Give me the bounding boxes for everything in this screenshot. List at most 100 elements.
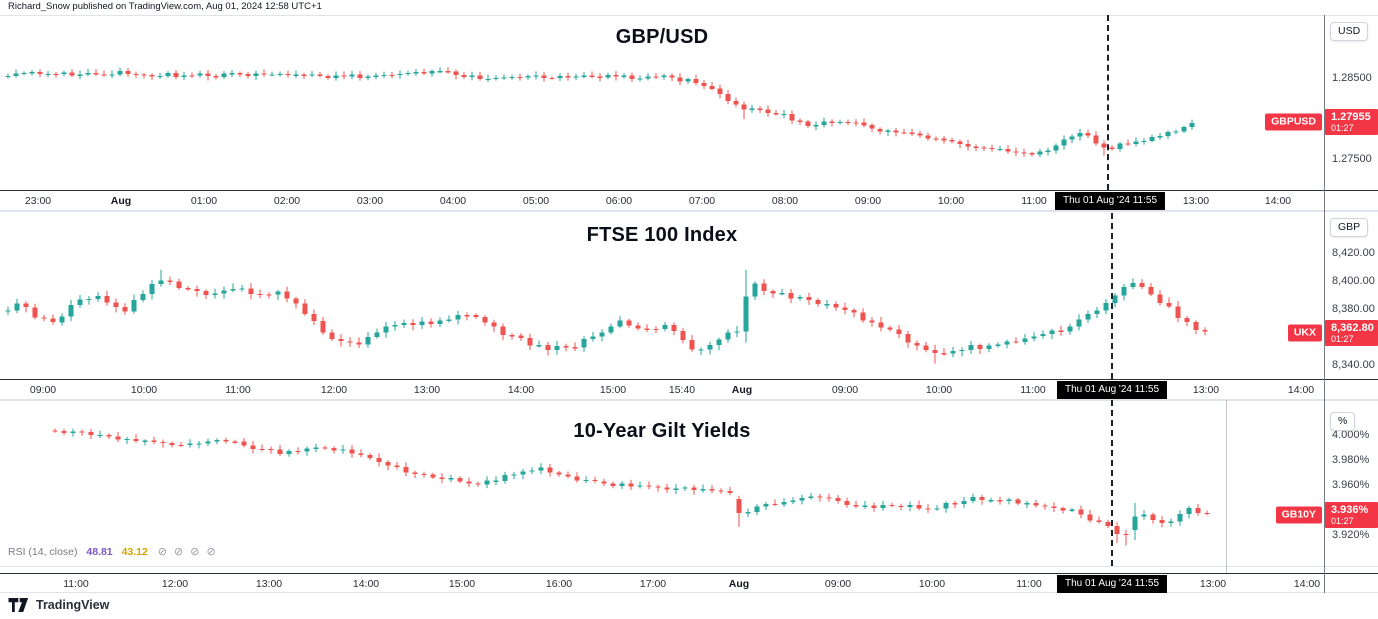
rsi-indicator-legend: RSI (14, close) 48.81 43.12 ⊘ ⊘ ⊘ ⊘ (8, 545, 216, 558)
time-tick-label: 16:00 (545, 578, 573, 590)
time-tick-label: 10:00 (918, 578, 946, 590)
hidden-plot-toggle-icon[interactable]: ⊘ (190, 546, 200, 558)
last-price-badge-ukx: 8,362.80 01:27 (1325, 320, 1378, 347)
time-tick-label: 09:00 (854, 195, 882, 207)
last-price: 8,362.80 (1331, 322, 1374, 335)
gilt-candlestick-chart[interactable] (0, 400, 1324, 566)
plot-edge-line (1226, 400, 1227, 593)
time-tick-label: 14:00 (1293, 578, 1321, 590)
crosshair-time-badge: Thu 01 Aug '24 11:55 (1054, 192, 1166, 210)
price-tick-label: 8,380.00 (1332, 303, 1375, 315)
time-tick-label: 09:00 (831, 384, 859, 396)
time-tick-label: 11:00 (225, 384, 251, 396)
price-tick-label: 1.28500 (1332, 72, 1372, 84)
time-tick-label: 09:00 (29, 384, 57, 396)
price-tick-label: 3.980% (1332, 454, 1370, 466)
time-tick-label: 13:00 (1182, 195, 1210, 207)
time-tick-label: 14:00 (507, 384, 535, 396)
chart-title-gbpusd: GBP/USD (615, 26, 709, 48)
time-tick-label: 14:00 (1287, 384, 1315, 396)
time-tick-label: Aug (731, 384, 753, 396)
time-tick-label: 13:00 (255, 578, 283, 590)
time-tick-label: 13:00 (413, 384, 441, 396)
price-tick-label: 3.960% (1332, 479, 1370, 491)
time-tick-label: 08:00 (771, 195, 799, 207)
rsi-label: RSI (14, close) (8, 546, 78, 558)
symbol-badge-gbpusd: GBPUSD (1265, 113, 1322, 131)
panel-divider (0, 15, 1378, 16)
rsi-ma-value: 43.12 (121, 546, 148, 558)
last-price: 3.936% (1331, 504, 1369, 516)
crosshair-time-badge: Thu 01 Aug '24 11:55 (1056, 381, 1168, 399)
hidden-plot-toggle-icon[interactable]: ⊘ (157, 546, 167, 558)
last-price: 1.27955 (1331, 111, 1371, 124)
hidden-plot-toggle-icon[interactable]: ⊘ (206, 546, 216, 558)
symbol-badge-gb10y: GB10Y (1275, 506, 1322, 524)
time-axis-ftse[interactable]: 09:00 10:00 11:00 12:00 13:00 14:00 15:00 15:40… (0, 379, 1378, 400)
time-tick-label: 05:00 (522, 195, 550, 207)
time-tick-label: 23:00 (24, 195, 52, 207)
crosshair-time-badge: Thu 01 Aug '24 11:55 (1056, 575, 1168, 593)
crosshair-line (1111, 213, 1113, 379)
time-tick-label: 10:00 (130, 384, 158, 396)
price-scale-border (1324, 15, 1325, 593)
tradingview-logo-text: TradingView (36, 598, 110, 612)
time-tick-label: Aug (110, 195, 132, 207)
time-tick-label: 07:00 (688, 195, 716, 207)
panel-divider (0, 211, 1378, 212)
time-tick-label: 12:00 (161, 578, 189, 590)
time-tick-label: 14:00 (352, 578, 380, 590)
countdown-timer: 01:27 (1331, 123, 1354, 134)
time-tick-label: 04:00 (439, 195, 467, 207)
price-tick-label: 1.27500 (1332, 153, 1372, 165)
last-price-badge-gbpusd: 1.27955 01:27 (1325, 109, 1378, 136)
time-tick-label: 03:00 (356, 195, 384, 207)
time-tick-label: 12:00 (320, 384, 348, 396)
price-tick-label: 3.920% (1332, 529, 1370, 541)
time-tick-label: 02:00 (273, 195, 301, 207)
time-tick-label: 15:00 (448, 578, 476, 590)
tradingview-logo-icon (8, 598, 29, 612)
panel-divider (0, 566, 1378, 567)
time-tick-label: 01:00 (190, 195, 218, 207)
rsi-hidden-plot-icons: ⊘ ⊘ ⊘ ⊘ (151, 546, 216, 558)
time-tick-label: 11:00 (1020, 384, 1046, 396)
unit-button-usd[interactable]: USD (1330, 22, 1369, 41)
time-axis-gilt[interactable]: 11:00 12:00 13:00 14:00 15:00 16:00 17:00 Aug 09… (0, 573, 1378, 593)
gbpusd-candlestick-chart[interactable] (0, 15, 1324, 190)
last-price-badge-gb10y: 3.936% 01:27 (1325, 502, 1378, 528)
countdown-timer: 01:27 (1331, 516, 1354, 526)
unit-button-gbp[interactable]: GBP (1330, 218, 1369, 237)
unit-button-percent[interactable]: % (1330, 412, 1356, 431)
time-tick-label: 11:00 (1016, 578, 1042, 590)
tradingview-footer[interactable]: TradingView (8, 598, 109, 612)
ftse-candlestick-chart[interactable] (0, 213, 1324, 379)
time-tick-label: 13:00 (1192, 384, 1220, 396)
chart-title-ftse: FTSE 100 Index (586, 224, 738, 246)
time-tick-label: 15:00 (599, 384, 627, 396)
time-tick-label: 11:00 (63, 578, 89, 590)
time-tick-label: Aug (728, 578, 750, 590)
panel-divider (0, 400, 1378, 401)
price-tick-label: 8,340.00 (1332, 359, 1375, 371)
price-tick-label: 8,420.00 (1332, 247, 1375, 259)
time-tick-label: 17:00 (639, 578, 667, 590)
crosshair-line (1107, 15, 1109, 190)
time-tick-label: 14:00 (1264, 195, 1292, 207)
crosshair-line (1111, 400, 1113, 566)
time-axis-gbpusd[interactable]: 23:00 Aug 01:00 02:00 03:00 04:00 05:00 06:00 07… (0, 190, 1378, 211)
rsi-value: 48.81 (86, 546, 113, 558)
time-tick-label: 06:00 (605, 195, 633, 207)
hidden-plot-toggle-icon[interactable]: ⊘ (174, 546, 184, 558)
countdown-timer: 01:27 (1331, 334, 1354, 345)
symbol-badge-ukx: UKX (1287, 324, 1322, 342)
price-tick-label: 8,400.00 (1332, 275, 1375, 287)
time-tick-label: 10:00 (925, 384, 953, 396)
attribution-text: Richard_Snow published on TradingView.co… (8, 1, 322, 12)
time-tick-label: 10:00 (937, 195, 965, 207)
time-tick-label: 09:00 (824, 578, 852, 590)
time-tick-label: 13:00 (1199, 578, 1227, 590)
chart-title-gilt: 10-Year Gilt Yields (573, 420, 751, 442)
time-tick-label: 11:00 (1021, 195, 1047, 207)
